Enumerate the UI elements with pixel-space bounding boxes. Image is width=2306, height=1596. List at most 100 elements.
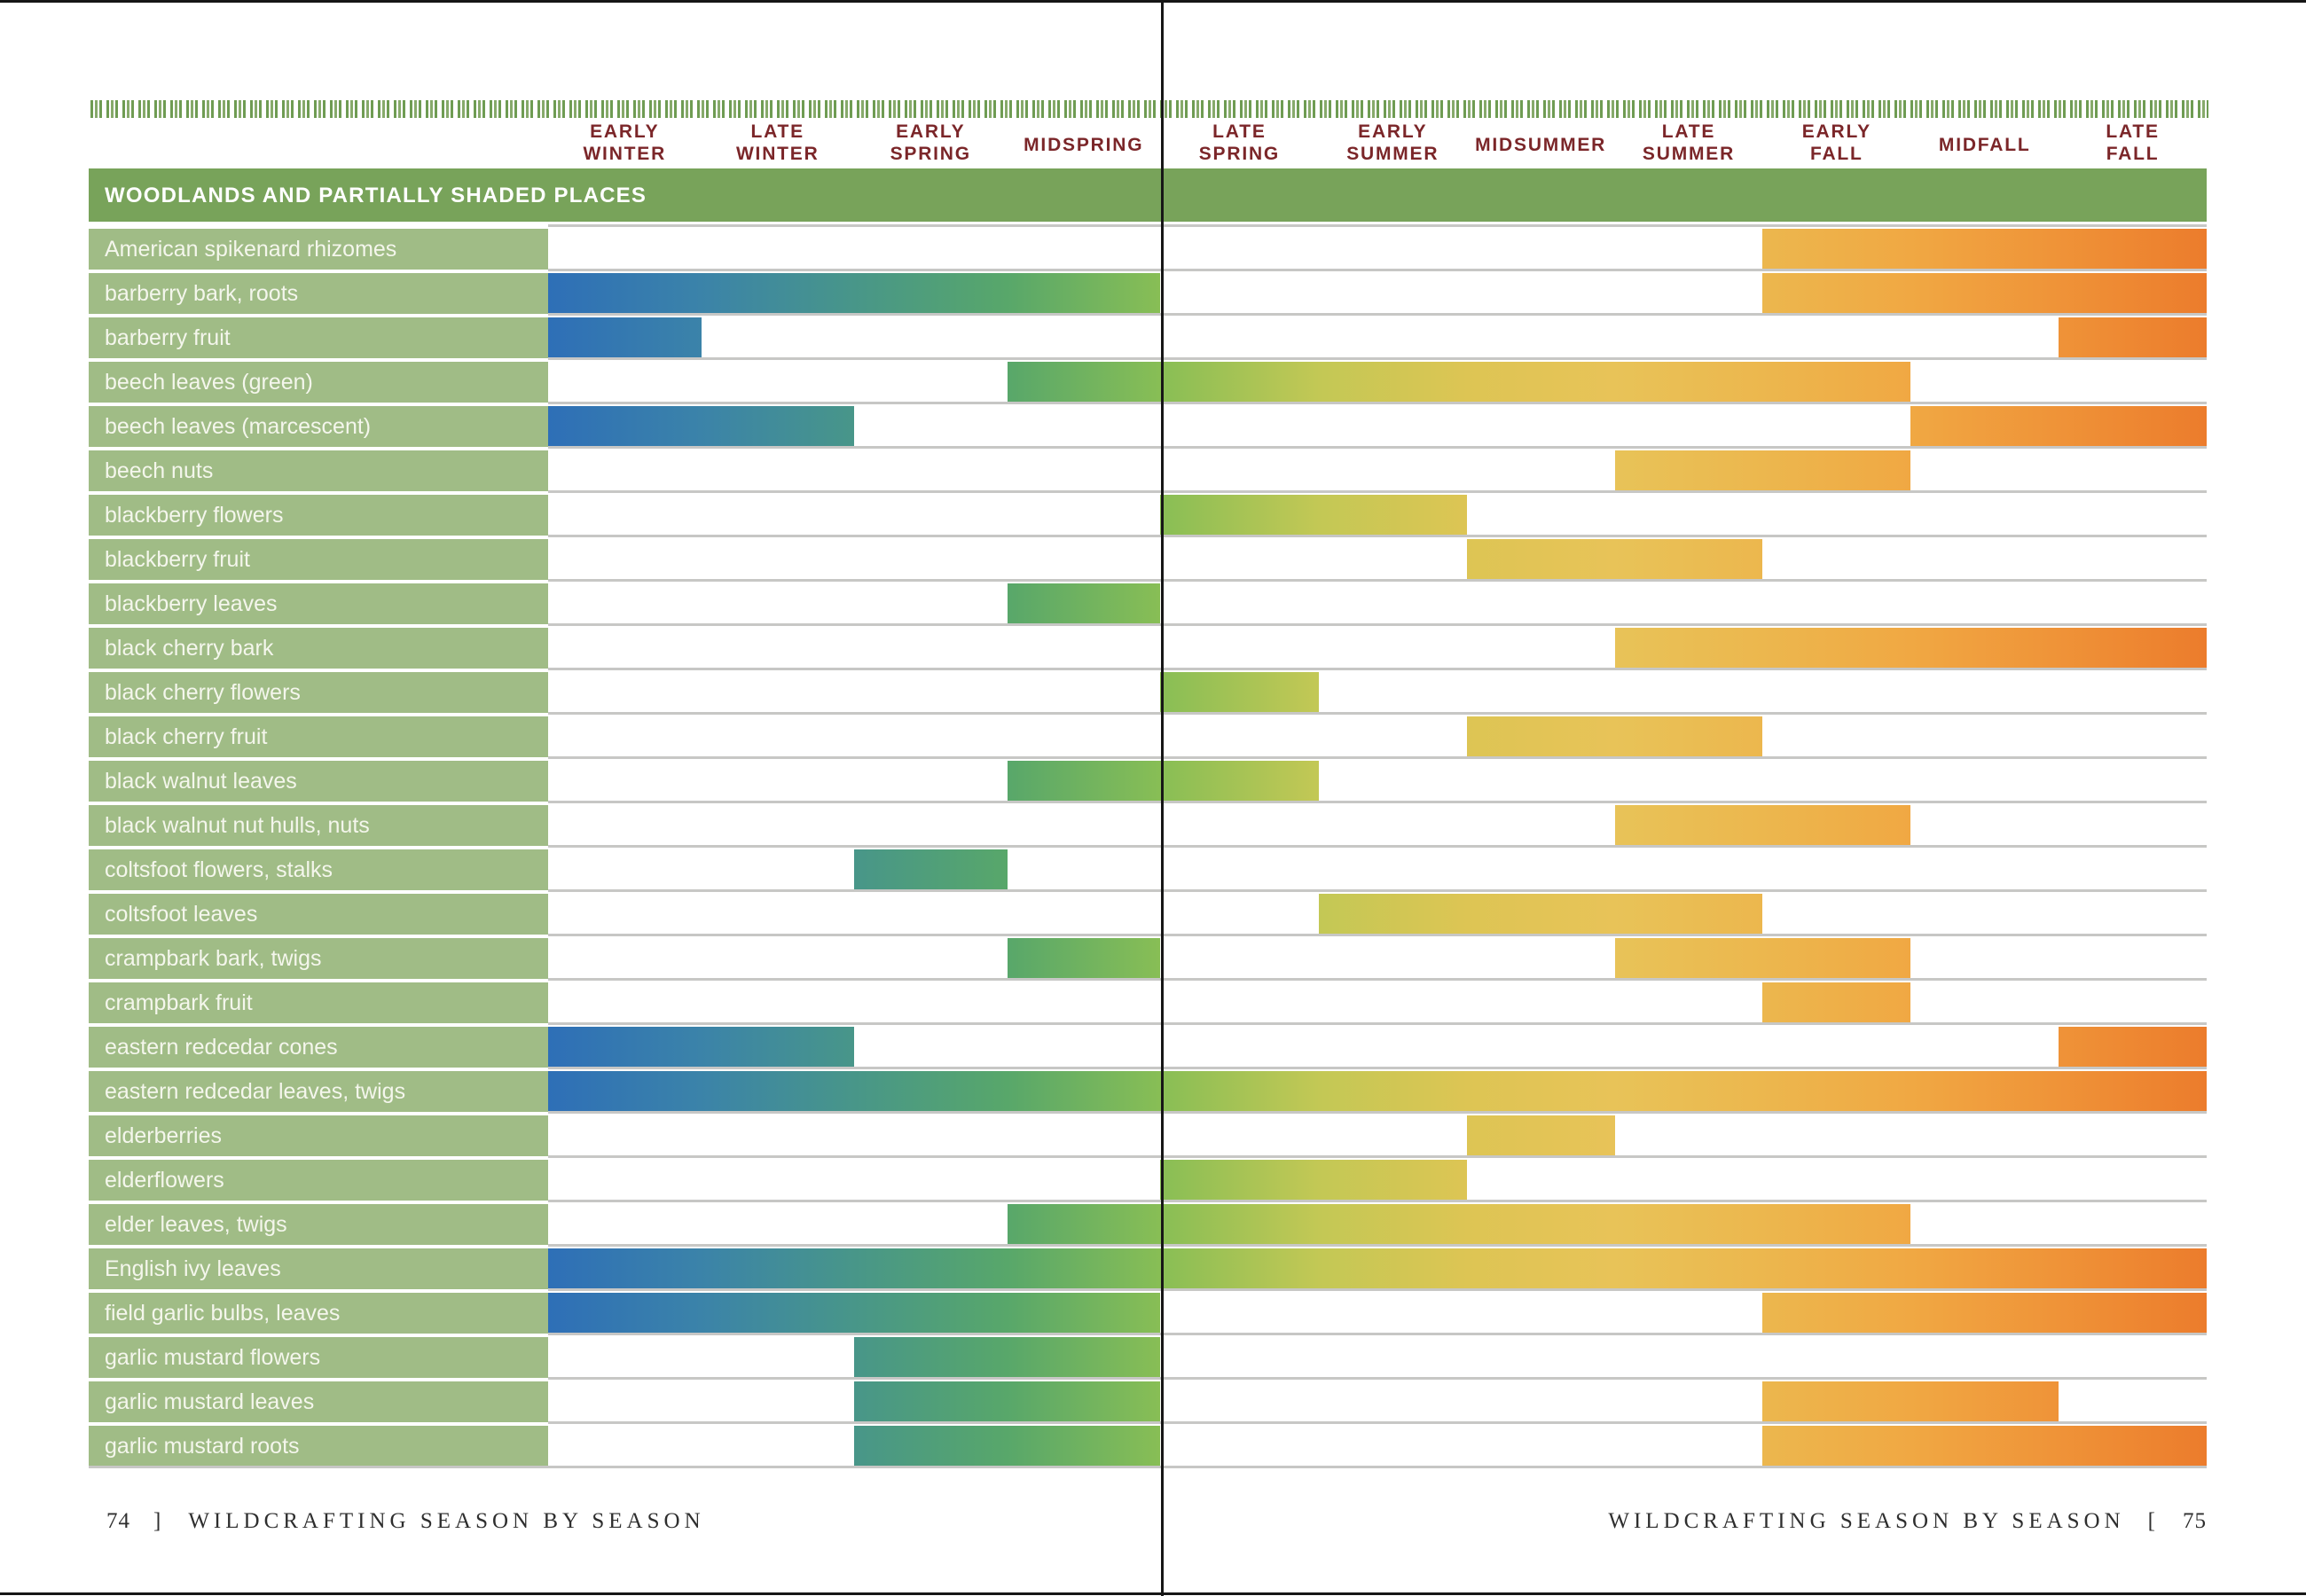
- season-bar: [2059, 317, 2207, 358]
- row-label: barberry bark, roots: [89, 273, 548, 314]
- season-bar: [854, 849, 1008, 890]
- season-header-late-winter: LATE WINTER: [735, 121, 820, 164]
- season-bar: [1762, 982, 1911, 1023]
- row-separator: [548, 1421, 2207, 1424]
- row-separator: [548, 446, 2207, 449]
- season-bar: [1762, 1293, 2207, 1334]
- row-separator: [548, 313, 2207, 316]
- row-label: English ivy leaves: [89, 1248, 548, 1289]
- row-separator: [548, 1244, 2207, 1247]
- table-bottom-separator: [89, 1466, 2207, 1468]
- season-bar: [1160, 1160, 1467, 1201]
- row-label: eastern redcedar cones: [89, 1027, 548, 1068]
- row-label: garlic mustard flowers: [89, 1337, 548, 1378]
- row-label: black walnut nut hulls, nuts: [89, 805, 548, 846]
- footer-left: 74] WILDCRAFTING SEASON BY SEASON: [106, 1509, 705, 1534]
- season-bar: [854, 1337, 1160, 1378]
- season-bar: [548, 317, 702, 358]
- season-header-late-spring: LATE SPRING: [1198, 121, 1281, 164]
- season-bar: [854, 1381, 1160, 1422]
- season-row-strip: [548, 1027, 2207, 1068]
- season-row-strip: [548, 982, 2207, 1023]
- row-separator: [548, 889, 2207, 892]
- row-label: black cherry fruit: [89, 716, 548, 757]
- season-row-strip: [548, 450, 2207, 491]
- season-row-strip: [548, 539, 2207, 580]
- row-label: beech nuts: [89, 450, 548, 491]
- season-bar: [1762, 1426, 2207, 1467]
- season-row-strip: [548, 1337, 2207, 1378]
- row-label: blackberry leaves: [89, 583, 548, 624]
- season-header-midfall: MIDFALL: [1938, 135, 2031, 155]
- page-fold-line: [1161, 0, 1164, 1596]
- row-separator: [548, 1155, 2207, 1158]
- season-header-midsummer: MIDSUMMER: [1475, 135, 1607, 155]
- season-bar: [1007, 583, 1160, 624]
- season-bar: [1614, 805, 1911, 846]
- row-separator: [548, 1200, 2207, 1202]
- season-row-strip: [548, 317, 2207, 358]
- season-bar: [548, 1248, 2207, 1289]
- page-top-edge-line: [0, 0, 2306, 3]
- season-bar: [548, 1027, 854, 1068]
- season-bar: [1160, 495, 1467, 536]
- season-row-strip: [548, 1293, 2207, 1334]
- season-row-strip: [548, 716, 2207, 757]
- row-label: garlic mustard leaves: [89, 1381, 548, 1422]
- row-label: black cherry bark: [89, 628, 548, 669]
- row-separator: [548, 668, 2207, 670]
- season-bar: [1007, 1204, 1911, 1245]
- row-separator: [548, 712, 2207, 715]
- footer-title-left: WILDCRAFTING SEASON BY SEASON: [188, 1509, 705, 1533]
- page-number-right: 75: [2183, 1509, 2207, 1533]
- season-header-late-summer: LATE SUMMER: [1642, 121, 1736, 164]
- season-bar: [1007, 938, 1160, 979]
- row-label: elderberries: [89, 1115, 548, 1156]
- season-row-strip: [548, 495, 2207, 536]
- row-label: garlic mustard roots: [89, 1426, 548, 1467]
- season-header-early-spring: EARLY SPRING: [890, 121, 971, 164]
- season-row-strip: [548, 938, 2207, 979]
- season-bar: [1762, 229, 2207, 270]
- row-separator: [548, 623, 2207, 626]
- footer-bracket-right: [: [2147, 1509, 2160, 1533]
- season-row-strip: [548, 273, 2207, 314]
- row-separator: [548, 801, 2207, 803]
- row-label: beech leaves (marcescent): [89, 406, 548, 447]
- decorative-dashed-ribbon: [90, 100, 2208, 118]
- season-row-strip: [548, 583, 2207, 624]
- season-bar: [548, 1071, 2207, 1112]
- season-bar: [1762, 273, 2207, 314]
- row-label: blackberry fruit: [89, 539, 548, 580]
- season-row-strip: [548, 229, 2207, 270]
- season-row-strip: [548, 1160, 2207, 1201]
- row-separator: [548, 490, 2207, 493]
- season-row-strip: [548, 849, 2207, 890]
- season-bar: [1762, 1381, 2059, 1422]
- footer-title-right: WILDCRAFTING SEASON BY SEASON: [1608, 1509, 2125, 1533]
- season-bar: [1466, 716, 1763, 757]
- row-label: beech leaves (green): [89, 362, 548, 403]
- season-bar: [548, 406, 854, 447]
- season-bar: [854, 1426, 1160, 1467]
- row-label: crampbark bark, twigs: [89, 938, 548, 979]
- row-separator: [548, 1377, 2207, 1380]
- row-separator: [548, 402, 2207, 404]
- page-bottom-edge-line: [0, 1592, 2306, 1595]
- season-bar: [1007, 362, 1911, 403]
- row-separator: [548, 934, 2207, 936]
- row-label: coltsfoot leaves: [89, 894, 548, 935]
- row-label: elder leaves, twigs: [89, 1204, 548, 1245]
- footer-right: WILDCRAFTING SEASON BY SEASON [75: [1608, 1509, 2207, 1534]
- season-bar: [1614, 938, 1911, 979]
- row-separator: [548, 224, 2207, 227]
- season-row-strip: [548, 1204, 2207, 1245]
- row-separator: [548, 579, 2207, 582]
- season-row-strip: [548, 672, 2207, 713]
- row-separator: [548, 1067, 2207, 1069]
- row-label: American spikenard rhizomes: [89, 229, 548, 270]
- season-header-early-winter: EARLY WINTER: [583, 121, 667, 164]
- season-header-midspring: MIDSPRING: [1024, 135, 1144, 155]
- row-separator: [548, 756, 2207, 759]
